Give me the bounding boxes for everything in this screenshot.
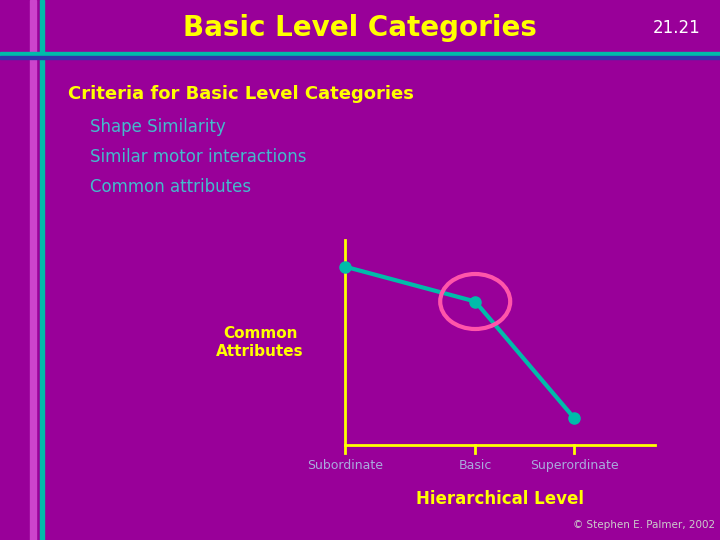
Text: Basic Level Categories: Basic Level Categories xyxy=(183,14,537,42)
Text: Common attributes: Common attributes xyxy=(90,178,251,196)
Text: Criteria for Basic Level Categories: Criteria for Basic Level Categories xyxy=(68,85,414,103)
Bar xyxy=(30,0,36,540)
Text: Common
Attributes: Common Attributes xyxy=(216,326,304,359)
Text: Subordinate: Subordinate xyxy=(307,459,383,472)
Text: © Stephen E. Palmer, 2002: © Stephen E. Palmer, 2002 xyxy=(573,520,715,530)
Text: Basic: Basic xyxy=(459,459,492,472)
Text: Similar motor interactions: Similar motor interactions xyxy=(90,148,307,166)
Bar xyxy=(40,0,44,540)
Text: Shape Similarity: Shape Similarity xyxy=(90,118,226,136)
Bar xyxy=(0,52,720,56)
Bar xyxy=(0,56,720,59)
Text: 21.21: 21.21 xyxy=(652,19,700,37)
Text: Superordinate: Superordinate xyxy=(530,459,618,472)
Text: Hierarchical Level: Hierarchical Level xyxy=(416,490,584,508)
